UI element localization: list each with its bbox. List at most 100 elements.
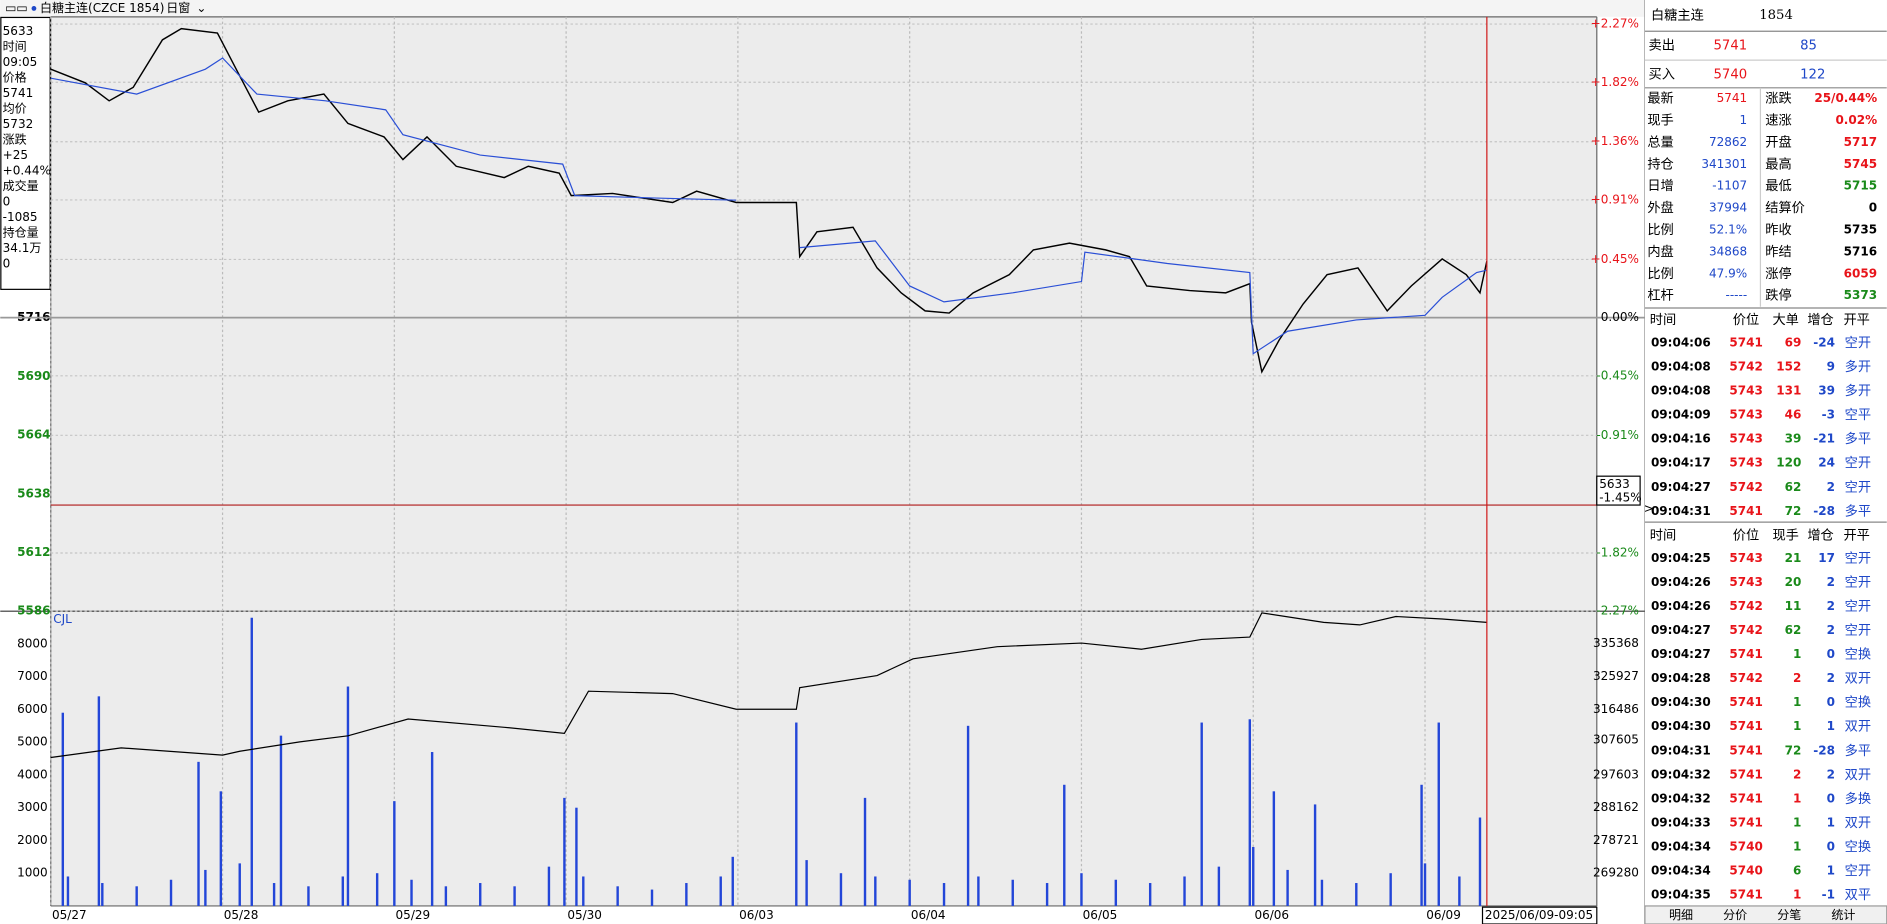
volume-bar xyxy=(1478,817,1482,906)
tab[interactable]: 明细 xyxy=(1669,908,1693,922)
volume-tick-label: 5000 xyxy=(17,735,48,749)
quote-value: ----- xyxy=(1726,288,1748,302)
book-size: 85 xyxy=(1800,39,1817,54)
trade-type: 空开 xyxy=(1845,622,1871,638)
tab[interactable]: 统计 xyxy=(1831,908,1855,922)
trade-oi-change: 17 xyxy=(1818,551,1835,565)
quote-label: 内盘 xyxy=(1647,243,1673,260)
volume-bar xyxy=(1458,876,1461,906)
x-tick-label: 06/04 xyxy=(911,908,946,922)
y-tick-label: 5664 xyxy=(17,428,50,442)
table-header: 增仓 xyxy=(1807,312,1833,328)
trade-volume: 152 xyxy=(1776,359,1801,373)
info-line: 5741 xyxy=(3,86,34,100)
volume-bar xyxy=(1320,879,1324,906)
volume-bar xyxy=(805,860,808,906)
trade-oi-change: 2 xyxy=(1827,599,1835,613)
cursor-pct: -1.45% xyxy=(1599,490,1642,504)
trade-price: 5743 xyxy=(1729,432,1762,446)
volume-bar xyxy=(575,807,578,906)
quote-value: 37994 xyxy=(1709,201,1747,215)
book-size: 122 xyxy=(1800,68,1825,83)
y-tick-label: 5612 xyxy=(17,545,50,559)
trade-oi-change: 2 xyxy=(1827,575,1835,589)
volume-bar xyxy=(444,886,448,906)
trade-price: 5743 xyxy=(1729,384,1762,398)
trade-oi-change: 9 xyxy=(1827,359,1835,373)
cursor-price: 5633 xyxy=(1599,477,1630,491)
volume-bar xyxy=(547,866,551,906)
volume-bar xyxy=(650,889,654,906)
volume-bar xyxy=(135,886,138,906)
x-tick-label: 06/06 xyxy=(1254,908,1289,922)
trade-type: 空开 xyxy=(1845,479,1871,495)
oi-tick-label: 316486 xyxy=(1593,702,1639,716)
timestamp-box xyxy=(1481,906,1598,924)
trade-volume: 2 xyxy=(1793,767,1801,781)
trade-volume: 6 xyxy=(1793,864,1801,878)
volume-bar xyxy=(731,856,734,906)
trade-oi-change: 2 xyxy=(1827,767,1835,781)
quote-label: 开盘 xyxy=(1765,133,1791,150)
trade-oi-change: -1 xyxy=(1822,888,1835,902)
volume-bar xyxy=(219,791,223,906)
trade-time: 09:04:32 xyxy=(1651,791,1711,805)
trade-time: 09:04:26 xyxy=(1651,575,1711,589)
trade-time: 09:04:28 xyxy=(1651,671,1711,685)
menu-arrow[interactable]: ⌄ xyxy=(196,1,206,15)
trade-type: 空开 xyxy=(1845,550,1871,566)
quote-value: 5735 xyxy=(1844,223,1877,237)
trade-price: 5742 xyxy=(1729,599,1762,613)
trade-type: 空开 xyxy=(1845,863,1871,879)
volume-bar xyxy=(410,879,413,906)
table-header: 价位 xyxy=(1733,527,1759,543)
quote-value: 72862 xyxy=(1709,135,1747,149)
quote-label: 持仓 xyxy=(1647,156,1673,172)
volume-bar xyxy=(1286,869,1289,906)
trade-price: 5741 xyxy=(1729,695,1762,709)
window-menu[interactable]: 日窗 xyxy=(166,1,190,15)
y2-tick-label: +1.82% xyxy=(1591,75,1639,89)
trade-oi-change: 2 xyxy=(1827,623,1835,637)
trade-price: 5741 xyxy=(1729,743,1762,757)
trade-price: 5742 xyxy=(1729,480,1762,494)
trade-time: 09:04:09 xyxy=(1651,408,1711,422)
quote-label: 比例 xyxy=(1647,266,1673,282)
volume-bar xyxy=(616,886,619,906)
contract-title: 白糖主连(CZCE 1854) xyxy=(40,0,164,15)
quote-value: 5373 xyxy=(1844,288,1877,302)
oi-tick-label: 325927 xyxy=(1593,669,1639,683)
x-tick-label: 06/09 xyxy=(1426,908,1461,922)
volume-bar xyxy=(1389,873,1392,906)
tab[interactable]: 分价 xyxy=(1723,908,1747,922)
quote-value: 0 xyxy=(1869,201,1877,215)
trade-volume: 1 xyxy=(1793,719,1801,733)
quote-value: 1 xyxy=(1740,113,1748,127)
quote-value: 0.02% xyxy=(1835,113,1877,127)
trade-type: 多平 xyxy=(1845,430,1871,447)
trade-volume: 11 xyxy=(1785,599,1802,613)
trade-time: 09:04:08 xyxy=(1651,359,1711,373)
plot-background xyxy=(50,16,1597,906)
tab[interactable]: 分笔 xyxy=(1777,907,1801,922)
y2-tick-label: +1.36% xyxy=(1591,134,1639,148)
trade-time: 09:04:34 xyxy=(1651,840,1711,854)
window-icon[interactable]: ▭▭ xyxy=(5,1,28,15)
volume-bar xyxy=(513,886,516,906)
quote-label: 杠杆 xyxy=(1647,288,1673,304)
trade-volume: 1 xyxy=(1793,815,1801,829)
axis-background xyxy=(1596,16,1645,906)
trade-price: 5741 xyxy=(1729,335,1762,349)
trade-oi-change: 1 xyxy=(1827,864,1835,878)
volume-bar xyxy=(795,722,798,906)
info-line: 34.1万 xyxy=(3,241,42,255)
trade-oi-change: 0 xyxy=(1827,695,1835,709)
trade-price: 5742 xyxy=(1729,623,1762,637)
oi-tick-label: 269280 xyxy=(1593,866,1639,880)
book-price: 5741 xyxy=(1714,39,1748,54)
trade-type: 空换 xyxy=(1845,647,1871,663)
trade-type: 多平 xyxy=(1845,502,1871,519)
status-dot xyxy=(31,6,37,11)
average-line xyxy=(50,57,1487,355)
volume-bar xyxy=(1420,784,1423,906)
